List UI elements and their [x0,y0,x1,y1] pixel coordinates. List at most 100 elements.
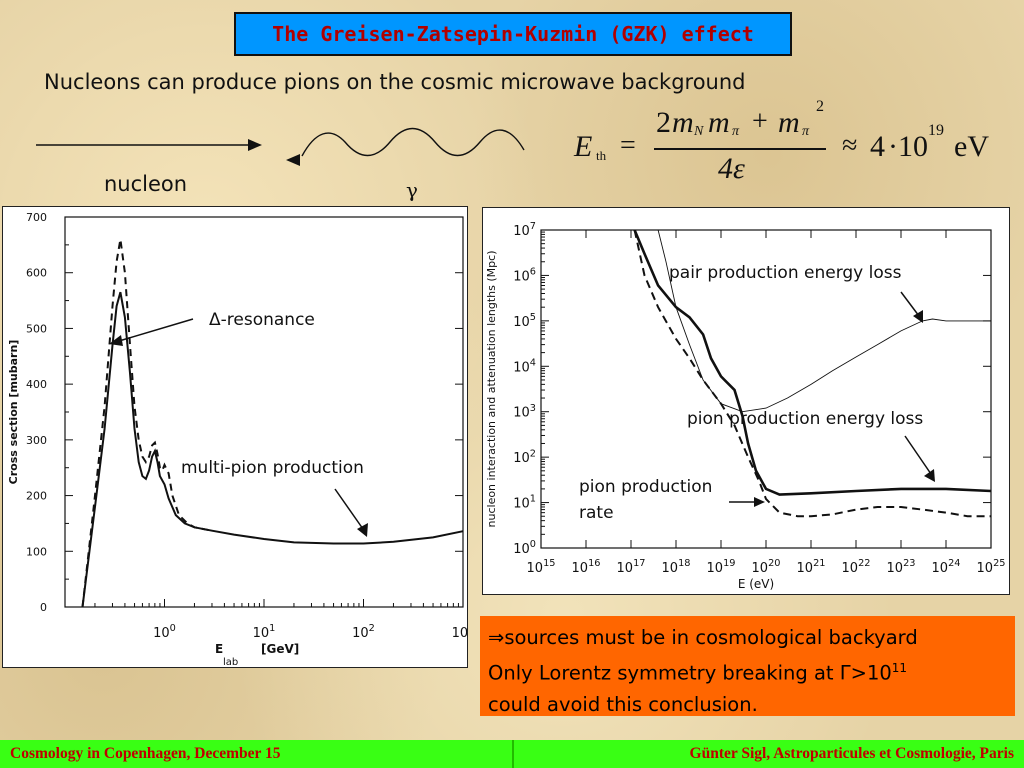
annotation-pair-production: pair production energy loss [669,263,902,283]
conclusion-line-3: could avoid this conclusion. [488,692,758,716]
x-tick-label: 100 [153,623,176,641]
nucleon-label: nucleon [104,172,188,196]
y-tick-label: 400 [26,378,47,391]
formula-sub: th [596,148,607,163]
formula-equals: = [620,130,636,161]
formula-sub-N: N [694,124,704,139]
formula-denominator: 4ε [718,152,745,185]
x-tick-label: 103 [452,623,467,641]
footer-left: Cosmology in Copenhagen, December 15 [10,745,281,762]
formula-m1: m [672,106,694,139]
cross-section-panel: 0 100 200 300 400 500 600 700 100 101 102 103 Cross … [2,206,474,668]
y-tick-label: 200 [26,490,47,503]
plot-frame [64,216,464,608]
annotation-delta-resonance: Δ-resonance [209,310,315,330]
y-tick-label: 100 [513,539,536,557]
x-tick-label: 1018 [662,558,691,576]
formula-m2: m [708,106,730,139]
y-tick-label: 103 [513,403,536,421]
annotation-multi-arrow [334,488,364,530]
subtitle: Nucleons can produce pions on the cosmic… [44,70,746,94]
formula-sub-pi1: π [732,124,740,139]
annotation-pion-loss: pion production energy loss [687,409,923,429]
footer-divider [512,740,514,768]
x-tick-label: 1015 [527,558,556,576]
conclusion-text-2: Only Lorentz symmetry breaking at Γ>10 [488,661,892,685]
y-axis-label: nucleon interaction and attenuation leng… [485,251,498,528]
conclusion-text-1: sources must be in cosmological backyard [504,626,918,649]
x-tick-label: 1022 [842,558,871,576]
y-tick-label: 0 [40,601,47,614]
conclusion-line-1: ⇒sources must be in cosmological backyar… [488,622,1007,653]
formula-four: 4 [870,130,885,163]
footer-bar: Cosmology in Copenhagen, December 15 Gün… [0,740,1024,768]
x-tick-label: 101 [253,623,276,641]
x-tick-label: 1023 [887,558,916,576]
x-tick-label: 1020 [752,558,781,576]
series-line-dashed [81,239,213,608]
y-tick-label: 300 [26,434,47,447]
y-tick-label: 104 [513,357,536,375]
annotation-multi-arrowhead [357,523,368,537]
annotation-pion-rate-1: pion production [579,477,712,497]
y-tick-label: 600 [26,267,47,280]
interaction-diagram [36,127,525,166]
formula-sub-pi2: π [802,124,810,139]
photon-wave [301,127,525,157]
annotation-pair-arrowhead [913,310,923,323]
formula-m3: m [778,106,800,139]
x-axis-label-sub: lab [223,657,238,667]
threshold-formula: E th = 2 m N m π + m π 2 4ε ≈ 4 · 10 19 … [572,96,1012,192]
nucleon-arrowhead [248,139,262,151]
x-tick-label: 1017 [617,558,646,576]
x-tick-label: 1016 [572,558,601,576]
y-tick-label: 107 [513,221,536,239]
formula-dot: · [888,130,898,163]
series-line-thick [633,230,991,496]
x-axis-label: E (eV) [738,577,774,591]
annotation-delta-arrow [118,318,194,342]
fraction-bar [654,148,826,150]
formula-two: 2 [656,106,671,139]
formula-approx: ≈ [842,130,858,161]
conclusion-exponent: 11 [891,661,908,675]
formula-square: 2 [816,98,824,115]
annotation-pion-loss-arrow [904,435,932,475]
annotation-pion-rate-2: rate [579,503,614,523]
attenuation-chart: 1015 1016 1017 1018 1019 1020 1021 1022 1023 1024… [485,221,1006,591]
annotation-pion-rate-arrowhead [754,497,765,507]
y-tick-label: 100 [26,545,47,558]
slide-title-box: The Greisen-Zatsepin-Kuzmin (GZK) effect [234,12,792,56]
y-tick-label: 700 [26,211,47,224]
x-tick-label: 1025 [977,558,1006,576]
y-tick-label: 105 [513,312,536,330]
y-axis-label: Cross section [mubarn] [7,340,20,485]
photon-arrowhead [286,154,300,166]
x-axis-unit: [GeV] [261,642,299,656]
formula-unit: eV [954,130,989,163]
gamma-label: γ [406,178,418,202]
conclusion-box: ⇒sources must be in cosmological backyar… [480,616,1015,716]
slide-title: The Greisen-Zatsepin-Kuzmin (GZK) effect [272,22,754,46]
annotation-multi-pion: multi-pion production [181,458,364,478]
cross-section-chart: 0 100 200 300 400 500 600 700 100 101 102 103 Cross … [7,211,474,668]
y-tick-label: 106 [513,267,536,285]
conclusion-line-2: Only Lorentz symmetry breaking at Γ>1011 [488,653,1007,689]
formula-exponent: 19 [928,122,944,139]
y-tick-label: 102 [513,448,536,466]
x-tick-label: 1021 [797,558,826,576]
x-tick-label: 102 [352,623,375,641]
x-tick-label: 1024 [932,558,961,576]
y-tick-label: 101 [513,494,536,512]
formula-ten: 10 [898,130,928,163]
x-axis-label: E [215,642,223,656]
annotation-delta-arrowhead [109,335,123,346]
footer-right: Günter Sigl, Astroparticules et Cosmolog… [689,745,1014,762]
annotation-pion-loss-arrowhead [924,469,935,482]
annotation-pair-arrow [900,291,920,317]
y-tick-label: 500 [26,322,47,335]
x-tick-label: 1019 [707,558,736,576]
series-line-thin [657,230,991,413]
series-line-solid [81,291,464,608]
implies-arrow: ⇒ [488,626,505,649]
